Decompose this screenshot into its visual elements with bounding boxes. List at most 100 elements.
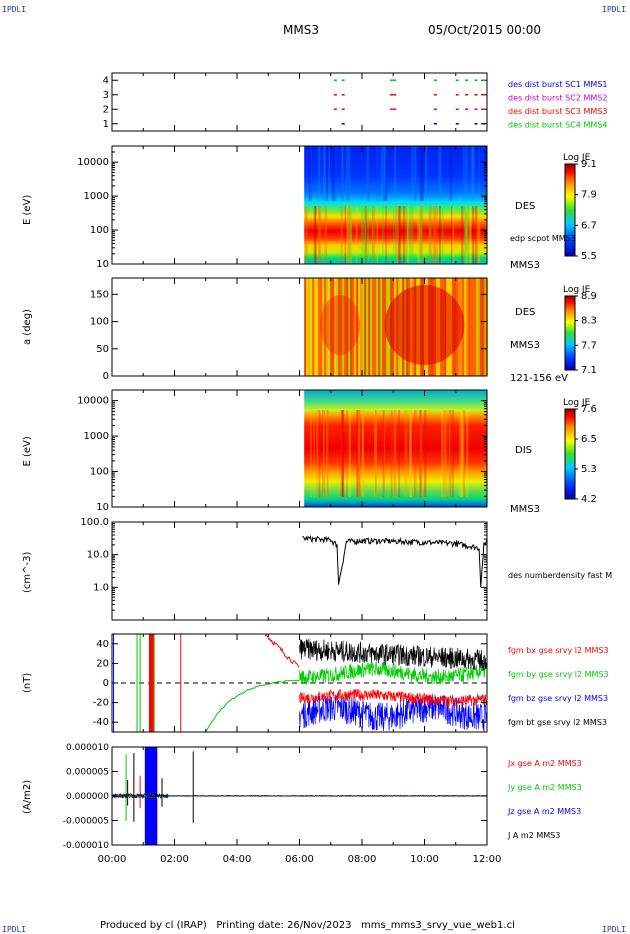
spectrogram-streak	[323, 146, 326, 201]
burst-mark	[341, 79, 345, 82]
spectrogram-streak	[374, 410, 377, 497]
pitch-column	[366, 278, 369, 376]
spectrogram-streak	[335, 146, 337, 201]
spectrogram-streak	[484, 146, 487, 201]
pitch-enhancement	[320, 295, 361, 355]
spectrogram-streak	[348, 410, 352, 497]
spectrogram-streak	[344, 206, 347, 264]
burst-mark	[482, 108, 486, 111]
spectrogram-streak	[409, 410, 412, 497]
spectrogram-streak	[383, 410, 386, 497]
spectrogram-streak	[409, 410, 412, 497]
spectrogram-streak	[459, 410, 463, 497]
spectrogram-streak	[381, 146, 384, 201]
spectrogram-streak	[313, 206, 317, 264]
colorbar-tick-label: 5.3	[581, 464, 597, 475]
burst-mark	[333, 108, 337, 111]
density-legend: des numberdensity fast M	[508, 571, 612, 580]
pitch-column	[360, 278, 363, 376]
spectrogram-streak	[450, 206, 453, 264]
y-tick-label: 10000	[77, 396, 109, 407]
spectrogram-streak	[421, 146, 424, 201]
spectrogram-streak	[341, 410, 344, 497]
burst-mark	[341, 122, 345, 125]
side-label: DES	[515, 201, 535, 212]
spectrogram-streak	[470, 146, 474, 201]
pitch-column	[340, 278, 343, 376]
spectrogram-streak	[349, 206, 353, 264]
spectrogram-streak	[411, 206, 414, 264]
side-label: edp scpot MMS3	[510, 234, 576, 243]
spectrogram-streak	[432, 206, 436, 264]
colorbar-tick-label: 4.2	[581, 494, 597, 505]
fgm-legend-2: fgm by gse srvy l2 MMS3	[508, 670, 609, 679]
pitch-column	[380, 278, 383, 376]
spectrogram-streak	[466, 410, 469, 497]
x-tick-label: 06:00	[285, 854, 314, 865]
burst-mark	[393, 108, 397, 111]
spectrogram-streak	[469, 206, 472, 264]
pitch-column	[326, 278, 329, 376]
spectrogram-streak	[371, 206, 374, 264]
pitch-column	[328, 278, 331, 376]
fgm-legend-3: fgm bz gse srvy l2 MMS3	[508, 694, 608, 703]
pitch-enhancement	[384, 285, 465, 365]
spectrogram-streak	[359, 410, 361, 497]
y-axis-label: E (eV)	[22, 195, 33, 225]
spectrogram-streak	[326, 146, 328, 201]
corner-mark-top-right: IPDLI	[602, 5, 627, 14]
spectrogram-streak	[428, 206, 431, 264]
x-tick-label: 08:00	[348, 854, 377, 865]
spectrogram-streak	[317, 146, 321, 201]
spectrogram-streak	[398, 206, 401, 264]
fgm-bx-approach	[264, 634, 300, 668]
spectrogram-streak	[452, 206, 455, 264]
pitch-column	[472, 278, 475, 376]
pitch-column	[320, 278, 323, 376]
spectrogram-streak	[327, 410, 329, 497]
y-tick-label: 10	[96, 259, 109, 270]
spectrogram-streak	[475, 206, 477, 264]
spectrogram-streak	[358, 410, 360, 497]
burst-mark	[465, 93, 469, 96]
spectrogram-streak	[444, 410, 448, 497]
burst-mark	[333, 93, 337, 96]
spectrogram-streak	[463, 206, 465, 264]
spectrogram-streak	[348, 146, 351, 201]
dis-energy-spectrogram: 10 100 1000 10000 E (eV) Log JE7.6 6.5 5.3 4.2 DI…	[22, 389, 597, 515]
density-panel: 1.0 10.0 100.0 (cm^-3) des numberdensity fas…	[22, 517, 612, 621]
spectrogram-streak	[376, 146, 379, 201]
spectrogram-streak	[429, 206, 433, 264]
spectrogram-streak	[361, 146, 363, 201]
y-tick-label: -0.000005	[63, 817, 109, 827]
y-tick-label: 100.0	[80, 517, 109, 528]
pitch-column	[484, 278, 487, 376]
fgm-bx-line	[299, 688, 487, 707]
current-legend-4: J A m2 MMS3	[507, 831, 560, 840]
spectrogram-streak	[472, 206, 475, 264]
burst-mark	[341, 93, 345, 96]
spectrogram-streak	[322, 410, 325, 497]
x-tick-label: 00:00	[98, 854, 127, 865]
pitch-column	[346, 278, 349, 376]
side-label: 121-156 eV	[510, 373, 568, 384]
spectrogram-streak	[347, 206, 351, 264]
y-tick-label: 1.0	[93, 582, 109, 593]
spectrogram-streak	[362, 410, 364, 497]
spectrogram-streak	[467, 206, 470, 264]
fgm-legend-4: fgm bt gse srvy l2 MMS3	[508, 718, 607, 727]
colorbar-tick-label: 7.7	[581, 340, 597, 351]
current-legend-1: Jx gse A m2 MMS3	[507, 759, 582, 768]
spectrogram-streak	[372, 206, 375, 264]
des-pitch-angle-spectrogram: 0 50 100 150 a (deg) Log JE8.9 8.3 7.7 7.1 DES MMS…	[22, 277, 597, 384]
spectrogram-streak	[383, 146, 386, 201]
burst-mark	[455, 122, 459, 125]
burst-mark	[465, 79, 469, 82]
side-label: MMS3	[510, 504, 540, 515]
spectrogram-streak	[398, 410, 401, 497]
spectrogram-streak	[436, 206, 438, 264]
burst-legend-4: des dist burst SC4 MMS4	[508, 121, 607, 130]
current-legend-2: Jy gse A m2 MMS3	[507, 783, 582, 792]
spectrogram-streak	[322, 410, 325, 497]
colorbar-tick-label: 9.1	[581, 159, 597, 170]
